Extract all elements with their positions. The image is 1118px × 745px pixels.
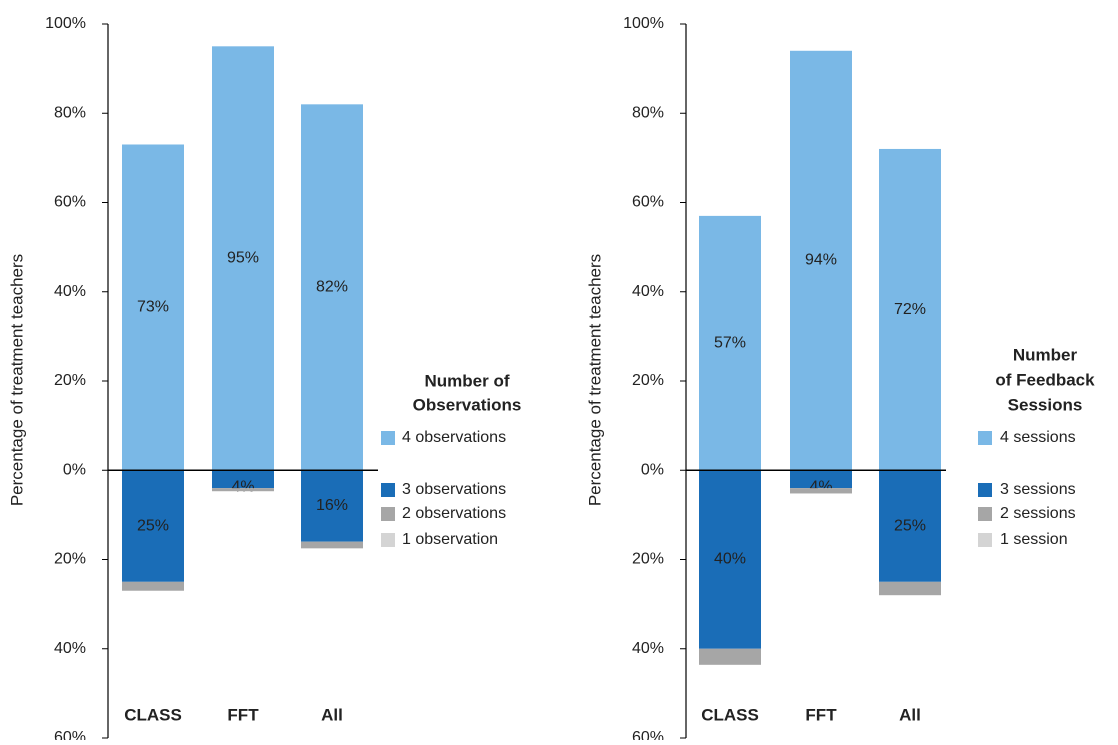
value-label: 82%: [316, 279, 348, 296]
legend-label: 4 observations: [402, 429, 506, 446]
bar-segment: [790, 470, 852, 489]
legend-label: 4 sessions: [1000, 429, 1076, 446]
y-tick-label: 100%: [623, 15, 664, 32]
legend-swatch: [381, 533, 395, 547]
y-tick-label: 40%: [54, 283, 86, 300]
legend-title: Number of: [425, 371, 510, 390]
bar-segment: [790, 50, 852, 471]
x-tick-label: CLASS: [124, 705, 182, 724]
y-tick-label: 60%: [54, 194, 86, 211]
y-tick-label: 60%: [632, 729, 664, 740]
y-tick-label: 0%: [641, 461, 664, 478]
y-tick-label: 20%: [632, 551, 664, 568]
value-label: 16%: [316, 497, 348, 514]
legend-swatch: [381, 483, 395, 497]
bar-segment: [699, 648, 761, 665]
legend-label: 2 observations: [402, 505, 506, 522]
bar-segment: [301, 470, 363, 542]
legend-title: Sessions: [1008, 395, 1083, 414]
legend-label: 3 sessions: [1000, 481, 1076, 498]
legend-label: 1 session: [1000, 531, 1068, 548]
value-label: 73%: [137, 299, 169, 316]
legend-swatch: [978, 431, 992, 445]
x-tick-label: FFT: [805, 705, 837, 724]
value-label: 4%: [231, 478, 254, 495]
x-tick-label: All: [899, 705, 921, 724]
y-tick-label: 60%: [54, 729, 86, 740]
x-tick-label: All: [321, 705, 343, 724]
bar-segment: [122, 581, 184, 591]
value-label: 40%: [714, 551, 746, 568]
bar-segment: [122, 470, 184, 582]
bar-segment: [212, 46, 274, 471]
bar-segment: [699, 470, 761, 649]
y-tick-label: 20%: [632, 372, 664, 389]
bar-segment: [879, 148, 941, 471]
bar-segment: [879, 470, 941, 582]
legend-swatch: [381, 431, 395, 445]
legend-swatch: [978, 533, 992, 547]
legend-label: 2 sessions: [1000, 505, 1076, 522]
legend-swatch: [978, 483, 992, 497]
y-tick-label: 40%: [54, 640, 86, 657]
y-tick-label: 40%: [632, 640, 664, 657]
y-axis-title: Percentage of treatment teachers: [585, 254, 604, 506]
value-label: 72%: [894, 301, 926, 318]
bar-segment: [879, 581, 941, 596]
y-tick-label: 80%: [632, 104, 664, 121]
value-label: 57%: [714, 334, 746, 351]
bar-segment: [122, 144, 184, 471]
x-tick-label: FFT: [227, 705, 259, 724]
bar-segment: [301, 541, 363, 549]
legend-label: 1 observation: [402, 531, 498, 548]
value-label: 95%: [227, 250, 259, 267]
bar-segment: [790, 488, 852, 494]
legend-swatch: [978, 507, 992, 521]
y-axis-title: Percentage of treatment teachers: [7, 254, 26, 506]
value-label: 25%: [894, 517, 926, 534]
value-label: 25%: [137, 517, 169, 534]
y-tick-label: 0%: [63, 461, 86, 478]
y-tick-label: 20%: [54, 372, 86, 389]
y-tick-label: 20%: [54, 551, 86, 568]
y-tick-label: 40%: [632, 283, 664, 300]
legend-title: Observations: [413, 395, 522, 414]
y-tick-label: 60%: [632, 194, 664, 211]
legend-title: Number: [1013, 345, 1078, 364]
bar-segment: [301, 104, 363, 471]
bar-segment: [212, 470, 274, 489]
bar-segment: [699, 215, 761, 471]
legend-label: 3 observations: [402, 481, 506, 498]
y-tick-label: 100%: [45, 15, 86, 32]
value-label: 94%: [805, 252, 837, 269]
legend-swatch: [381, 507, 395, 521]
y-tick-label: 80%: [54, 104, 86, 121]
x-tick-label: CLASS: [701, 705, 759, 724]
legend-title: of Feedback: [995, 370, 1095, 389]
bar-segment: [212, 488, 274, 492]
